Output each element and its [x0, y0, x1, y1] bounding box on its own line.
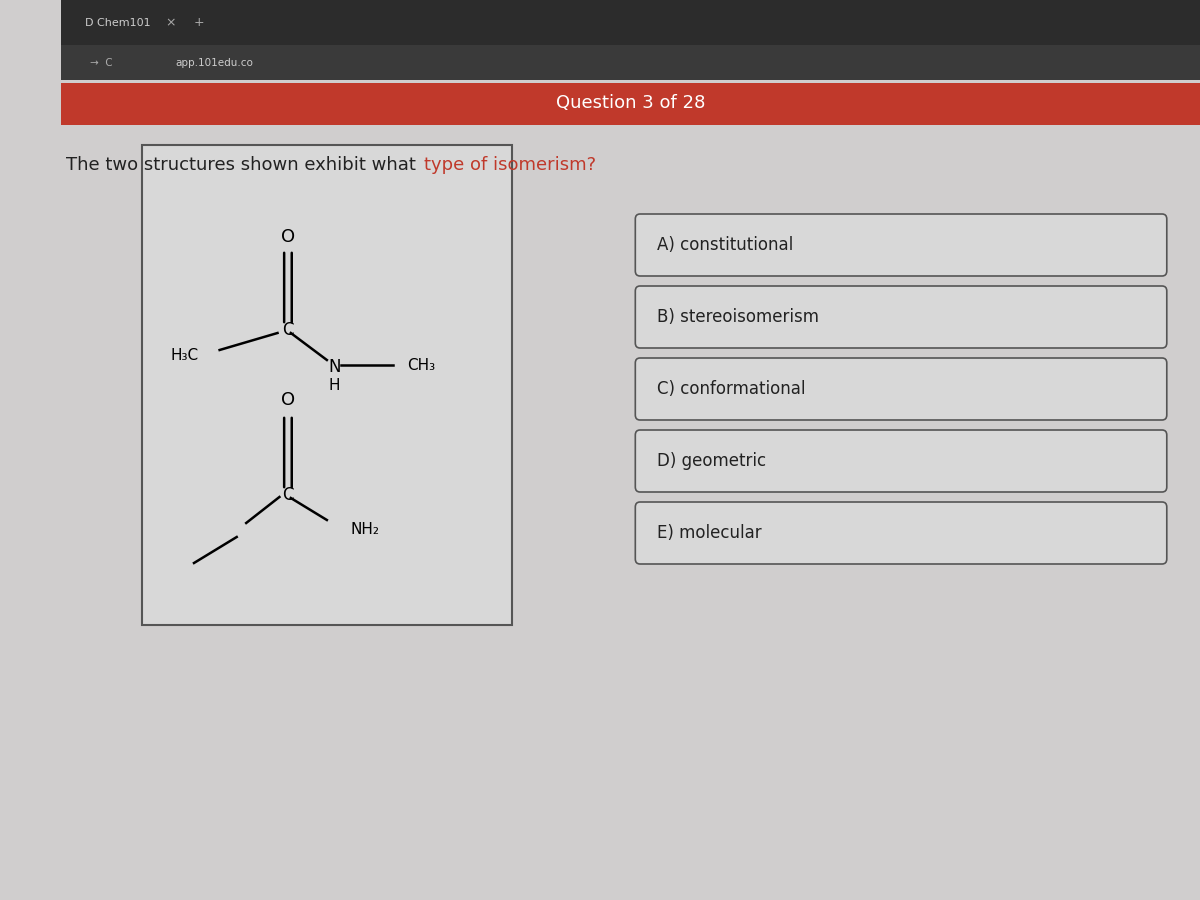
FancyBboxPatch shape: [61, 45, 1200, 80]
Text: H: H: [329, 377, 341, 392]
Text: H₃C: H₃C: [170, 347, 199, 363]
Text: C) conformational: C) conformational: [658, 380, 805, 398]
Text: +: +: [194, 16, 205, 30]
Text: B) stereoisomerism: B) stereoisomerism: [658, 308, 820, 326]
FancyBboxPatch shape: [635, 286, 1166, 348]
FancyBboxPatch shape: [142, 145, 512, 625]
FancyBboxPatch shape: [635, 214, 1166, 276]
FancyBboxPatch shape: [635, 502, 1166, 564]
Text: ×: ×: [166, 16, 176, 30]
FancyBboxPatch shape: [635, 358, 1166, 420]
Text: D) geometric: D) geometric: [658, 452, 767, 470]
Text: CH₃: CH₃: [408, 357, 436, 373]
Text: D Chem101: D Chem101: [85, 18, 150, 28]
Text: O: O: [281, 228, 295, 246]
Text: NH₂: NH₂: [350, 523, 379, 537]
FancyBboxPatch shape: [61, 0, 1200, 45]
Text: E) molecular: E) molecular: [658, 524, 762, 542]
Text: Question 3 of 28: Question 3 of 28: [556, 94, 706, 112]
FancyBboxPatch shape: [61, 83, 1200, 125]
Text: app.101edu.co: app.101edu.co: [175, 58, 253, 68]
Text: O: O: [281, 391, 295, 409]
Text: type of isomerism?: type of isomerism?: [424, 156, 595, 174]
Text: The two structures shown exhibit what: The two structures shown exhibit what: [66, 156, 421, 174]
FancyBboxPatch shape: [635, 430, 1166, 492]
Text: C: C: [282, 321, 294, 339]
Text: A) constitutional: A) constitutional: [658, 236, 793, 254]
Text: N: N: [329, 358, 341, 376]
Text: C: C: [282, 486, 294, 504]
Text: →  C: → C: [90, 58, 113, 68]
